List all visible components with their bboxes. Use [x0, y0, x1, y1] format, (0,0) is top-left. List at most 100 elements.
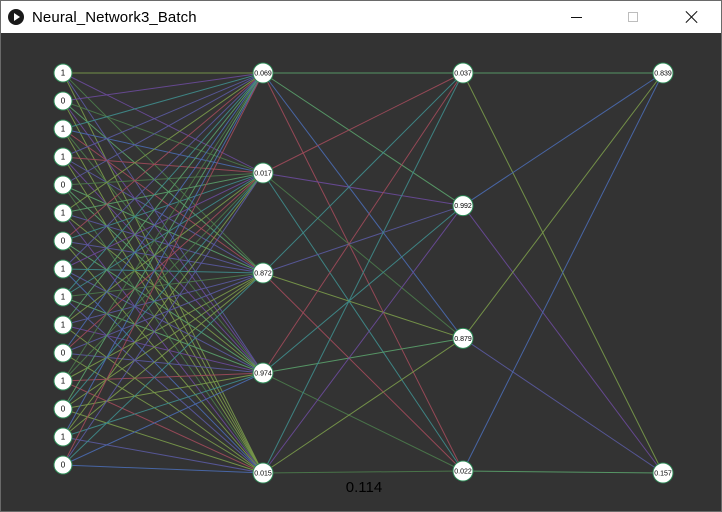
- connection-edge: [62, 172, 264, 354]
- node-value: 1: [61, 433, 66, 442]
- connection-edge: [62, 184, 264, 374]
- input-node: 0: [53, 231, 73, 251]
- connection-edge: [62, 268, 264, 474]
- node-value: 0: [61, 349, 66, 358]
- connection-edge: [62, 172, 264, 410]
- hidden2-node: 0.022: [452, 460, 474, 482]
- node-value: 0.069: [254, 71, 272, 78]
- connection-edge: [62, 128, 264, 274]
- minimize-button[interactable]: [553, 1, 599, 33]
- connection-edge: [62, 172, 264, 466]
- connection-edge: [62, 172, 264, 326]
- node-value: 0: [61, 97, 66, 106]
- connection-edge: [262, 272, 464, 339]
- connection-edge: [62, 72, 264, 130]
- node-circle: [452, 327, 474, 349]
- connection-edge: [62, 272, 264, 382]
- connection-edge: [62, 72, 264, 474]
- input-node: 0: [53, 175, 73, 195]
- connection-edge: [62, 272, 264, 438]
- node-circle: [53, 315, 73, 335]
- connection-edge: [62, 100, 264, 274]
- input-node: 0: [53, 91, 73, 111]
- node-circle: [252, 162, 274, 184]
- close-button[interactable]: [669, 1, 715, 33]
- connection-edge: [62, 156, 264, 474]
- connection-edge: [262, 372, 464, 472]
- connection-edge: [262, 337, 464, 374]
- connection-edge: [262, 72, 464, 474]
- connection-edge: [62, 240, 264, 374]
- connection-edge: [262, 470, 464, 474]
- connection-edge: [462, 72, 664, 339]
- minimize-icon: [570, 16, 582, 18]
- connection-edge: [262, 172, 464, 207]
- node-circle: [53, 63, 73, 83]
- input-node: 1: [53, 147, 73, 167]
- hidden1-node: 0.974: [252, 362, 274, 384]
- maximize-icon: [628, 12, 638, 22]
- node-circle: [652, 462, 674, 484]
- hidden2-node: 0.879: [452, 327, 474, 349]
- title-bar[interactable]: Neural_Network3_Batch: [1, 1, 721, 33]
- connection-edge: [262, 172, 464, 472]
- node-value: 0.017: [254, 171, 272, 178]
- connection-edge: [62, 324, 264, 474]
- input-node: 1: [53, 371, 73, 391]
- connection-edge: [62, 184, 264, 474]
- connection-edge: [262, 172, 464, 339]
- connection-edge: [62, 268, 264, 274]
- input-node: 0: [53, 399, 73, 419]
- maximize-button[interactable]: [610, 1, 656, 33]
- connection-edge: [262, 72, 464, 174]
- connection-edge: [62, 272, 264, 354]
- node-circle: [452, 195, 474, 217]
- hidden1-node: 0.017: [252, 162, 274, 184]
- connection-edge: [62, 72, 264, 158]
- node-circle: [53, 399, 73, 419]
- connection-edge: [62, 100, 264, 174]
- input-node: 1: [53, 315, 73, 335]
- input-node: 0: [53, 343, 73, 363]
- node-value: 0.879: [454, 336, 472, 343]
- connection-edge: [62, 184, 264, 274]
- connection-edge: [262, 72, 464, 274]
- node-circle: [452, 460, 474, 482]
- connection-edge: [62, 72, 264, 382]
- connection-edge: [62, 172, 264, 242]
- close-icon: [685, 10, 699, 24]
- connection-edge: [62, 296, 264, 474]
- connection-edge: [262, 337, 464, 474]
- network-canvas: 1 0 1 1 0 1 0 1 1 1 0 1 0 1 0 0.069 0.017 0.872 0.974 0.015…: [2, 33, 722, 512]
- node-value: 1: [61, 125, 66, 134]
- node-value: 0.015: [254, 471, 272, 478]
- node-circle: [252, 462, 274, 484]
- connection-edge: [62, 72, 264, 354]
- connection-edge: [262, 205, 464, 274]
- connection-edge: [62, 156, 264, 374]
- node-circle: [252, 262, 274, 284]
- node-value: 1: [61, 265, 66, 274]
- node-value: 1: [61, 69, 66, 78]
- connection-edge: [62, 72, 264, 102]
- connection-edge: [62, 72, 264, 242]
- node-circle: [53, 287, 73, 307]
- input-node: 1: [53, 203, 73, 223]
- node-value: 1: [61, 153, 66, 162]
- connection-edge: [62, 172, 264, 298]
- connection-edge: [62, 436, 264, 474]
- connection-edge: [62, 128, 264, 474]
- connection-edge: [62, 72, 264, 374]
- hidden1-node: 0.015: [252, 462, 274, 484]
- node-value: 1: [61, 377, 66, 386]
- node-value: 1: [61, 321, 66, 330]
- connection-edge: [62, 272, 264, 326]
- node-value: 0.157: [654, 471, 672, 478]
- connection-edge: [62, 100, 264, 374]
- connection-edge: [62, 72, 264, 410]
- connection-edge: [62, 156, 264, 174]
- node-value: 1: [61, 209, 66, 218]
- node-circle: [53, 371, 73, 391]
- node-value: 0.037: [454, 71, 472, 78]
- node-circle: [53, 91, 73, 111]
